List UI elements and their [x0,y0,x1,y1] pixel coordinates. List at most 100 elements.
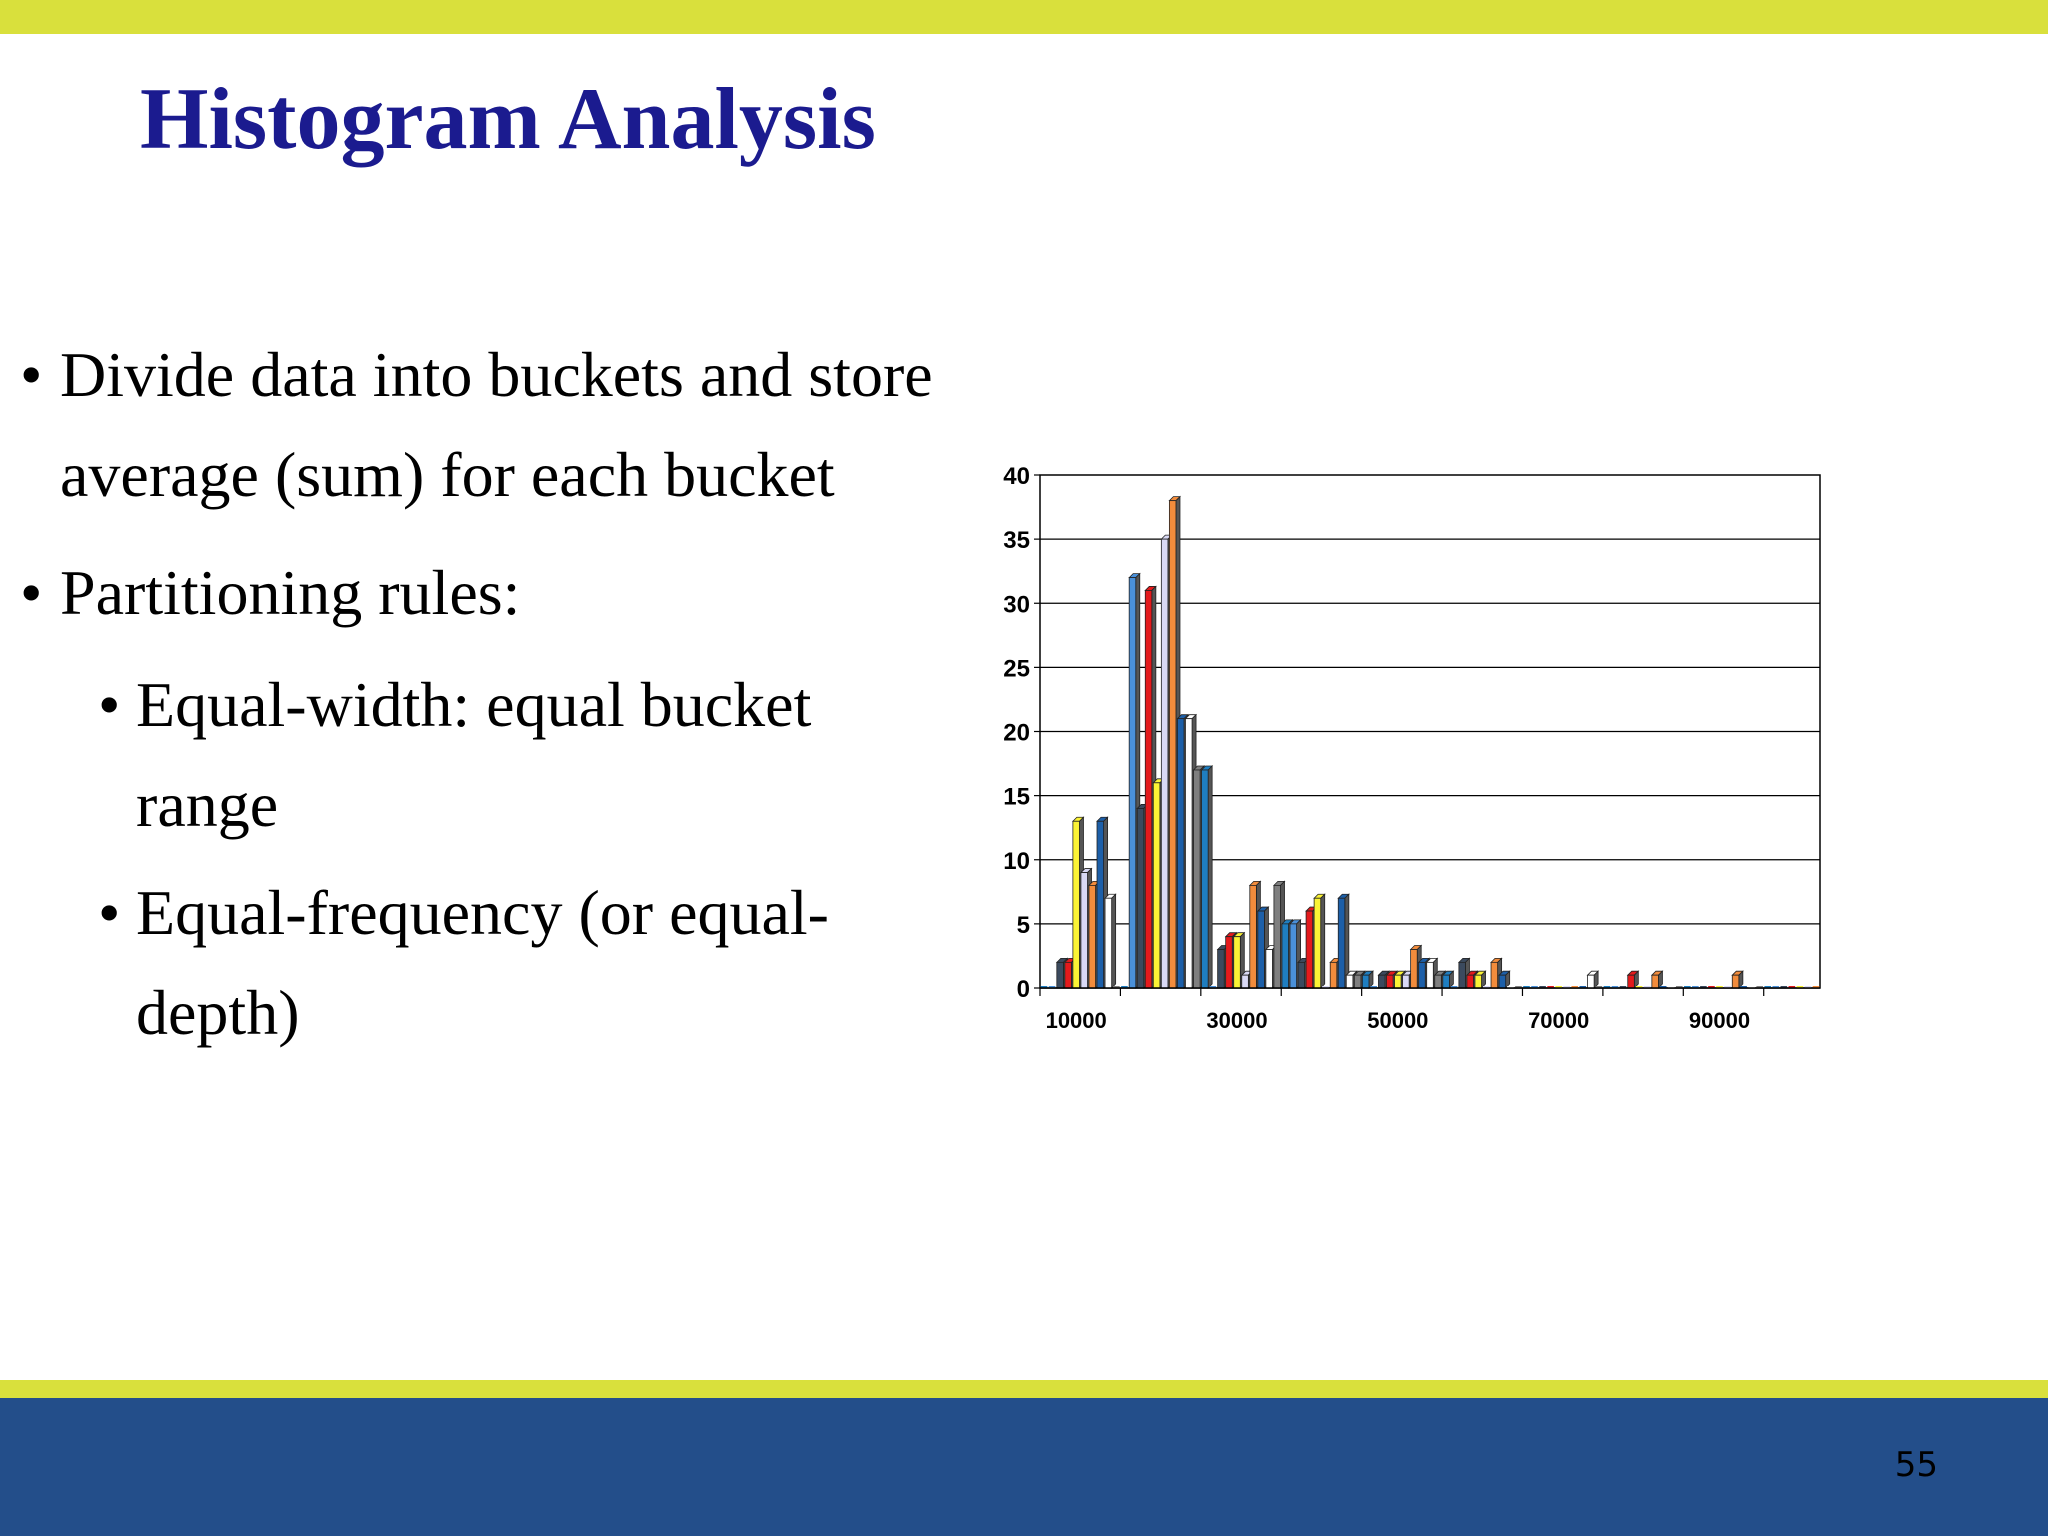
histogram-bar [1265,949,1273,989]
histogram-bar [1482,986,1490,988]
histogram-bar [1523,986,1530,988]
histogram-bar [1152,782,1161,989]
histogram-bar [1257,910,1265,989]
histogram-bar [1160,538,1169,989]
histogram-bar [1104,897,1113,989]
histogram-bar [1796,986,1804,988]
histogram-bar [1490,961,1499,989]
histogram-bar [1168,500,1177,989]
bullet-dot: • [20,557,43,628]
histogram-bar [1466,974,1474,989]
histogram-bar [1281,923,1289,989]
histogram-bar [1064,961,1072,989]
bullet-text: range [136,769,279,840]
histogram-bar [1700,986,1707,988]
histogram-bar [1498,974,1507,989]
histogram-bar [1651,974,1659,989]
histogram-bar [1507,986,1514,988]
histogram-bar [1579,986,1587,988]
histogram-bar [1764,986,1772,988]
top-accent-bar [0,0,2048,34]
histogram-bar [1531,986,1538,988]
bar-side-face [1207,765,1213,989]
page-number: 55 [1894,1445,1938,1485]
bullet-dot: • [20,339,43,410]
histogram-bar [1048,986,1056,988]
bullet-dot: • [98,877,121,948]
x-tick-label: 90000 [1689,1008,1750,1033]
histogram-bar [1193,769,1201,989]
histogram-bar [1547,986,1554,988]
histogram-bar [1056,961,1064,989]
histogram-bar [1209,986,1217,988]
slide-title: Histogram Analysis [140,71,876,168]
histogram-bar [1804,986,1812,988]
histogram-bar [1788,986,1796,988]
histogram-bar [1563,986,1570,988]
histogram-bar [1386,974,1394,989]
bullet-text: average (sum) for each bucket [60,439,835,510]
bullet-text: Partitioning rules: [60,557,521,628]
histogram-bar [1426,961,1434,989]
histogram-bar [1555,986,1562,988]
histogram-bar [1724,986,1731,988]
histogram-bar [1402,974,1410,989]
histogram-bar [1716,986,1723,988]
histogram-bar [1361,974,1370,989]
histogram-bar [1659,986,1667,988]
y-tick-label: 35 [1003,527,1030,554]
histogram-bar [1353,974,1362,989]
chart-svg: 0 5 10 15 20 25 30 35 40 10000 30000 50000 70000 9000… [1003,463,1821,1033]
histogram-bar [1684,986,1691,988]
histogram-bar [1667,986,1675,988]
histogram-bar [1225,936,1233,989]
histogram-bar [1708,986,1715,988]
histogram-bar [1040,986,1048,988]
histogram-bar [1088,884,1096,989]
histogram-bar [1096,820,1105,989]
histogram-bar [1748,986,1755,988]
histogram-bar [1619,986,1627,988]
histogram-bar [1772,986,1780,988]
histogram-bar [1201,769,1209,989]
histogram-bar [1289,923,1297,989]
histogram-bar [1740,986,1747,988]
histogram-bar [1643,986,1651,988]
histogram-bar [1273,884,1281,989]
histogram-bar [1072,820,1080,989]
histogram-bar [1313,897,1322,989]
bullet-text: Divide data into buckets and store [60,339,933,410]
histogram-bar [1595,986,1603,988]
x-tick-label: 30000 [1206,1008,1267,1033]
histogram-bar [1113,986,1120,988]
histogram-bar [1458,961,1466,989]
bullet-text: Equal-width: equal bucket [136,669,812,740]
bullet-text: depth) [136,977,300,1048]
histogram-bar [1128,577,1137,989]
footer-bar [0,1398,2048,1536]
x-tick-label: 10000 [1046,1008,1107,1033]
y-tick-label: 30 [1003,591,1030,618]
histogram-bar [1080,872,1088,989]
histogram-bar [1515,986,1522,988]
x-tick-label: 70000 [1528,1008,1589,1033]
histogram-bar [1442,974,1450,989]
x-tick-label: 50000 [1367,1008,1428,1033]
histogram-bar [1603,986,1611,988]
histogram-bar [1587,974,1595,989]
histogram-bar [1177,718,1185,989]
bar-side-face [1320,893,1326,989]
histogram-bar [1675,986,1683,988]
histogram-bar [1450,986,1458,988]
histogram-bar [1474,974,1482,989]
histogram-bar [1305,910,1314,989]
histogram-bar [1241,974,1249,989]
histogram-bar [1611,986,1619,988]
histogram-bar [1571,986,1579,988]
histogram-bar [1322,986,1329,988]
histogram-bar [1418,961,1426,989]
histogram-bar [1635,986,1643,988]
y-tick-label: 5 [1017,912,1030,939]
histogram-chart: 0 5 10 15 20 25 30 35 40 10000 30000 50000 70000 9000… [985,455,1845,1055]
y-tick-label: 0 [1017,976,1030,1003]
